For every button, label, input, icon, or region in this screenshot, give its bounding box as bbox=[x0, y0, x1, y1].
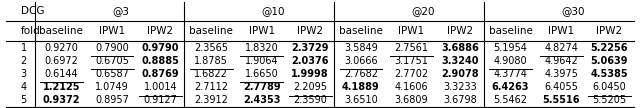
Text: 5.0639: 5.0639 bbox=[591, 56, 628, 66]
Text: 1.0014: 1.0014 bbox=[143, 82, 177, 92]
Text: 2.0376: 2.0376 bbox=[291, 56, 329, 66]
Text: 1.6650: 1.6650 bbox=[245, 69, 278, 79]
Text: 1.2125: 1.2125 bbox=[43, 82, 80, 92]
Text: DCG: DCG bbox=[20, 6, 44, 16]
Text: 3.6809: 3.6809 bbox=[395, 95, 428, 105]
Text: 4.9642: 4.9642 bbox=[545, 56, 578, 66]
Text: 1.9998: 1.9998 bbox=[291, 69, 329, 79]
Text: 2.7789: 2.7789 bbox=[243, 82, 280, 92]
Text: 5: 5 bbox=[20, 95, 27, 105]
Text: 4.9080: 4.9080 bbox=[493, 56, 527, 66]
Text: 5.5516: 5.5516 bbox=[543, 95, 580, 105]
Text: 2.2095: 2.2095 bbox=[293, 82, 327, 92]
Text: IPW1: IPW1 bbox=[99, 26, 125, 36]
Text: 5.2256: 5.2256 bbox=[591, 43, 628, 53]
Text: 4.1889: 4.1889 bbox=[342, 82, 380, 92]
Text: 4.3975: 4.3975 bbox=[544, 69, 578, 79]
Text: 2.9078: 2.9078 bbox=[441, 69, 479, 79]
Text: 0.6144: 0.6144 bbox=[45, 69, 78, 79]
Text: 2.7112: 2.7112 bbox=[194, 82, 228, 92]
Text: 3.5849: 3.5849 bbox=[344, 43, 378, 53]
Text: 3.0666: 3.0666 bbox=[344, 56, 378, 66]
Text: 3.1751: 3.1751 bbox=[395, 56, 428, 66]
Text: IPW1: IPW1 bbox=[548, 26, 574, 36]
Text: 3.6886: 3.6886 bbox=[441, 43, 479, 53]
Text: 4.3774: 4.3774 bbox=[493, 69, 527, 79]
Text: 3.3240: 3.3240 bbox=[441, 56, 479, 66]
Text: 0.9127: 0.9127 bbox=[143, 95, 177, 105]
Text: IPW1: IPW1 bbox=[399, 26, 424, 36]
Text: 1.8320: 1.8320 bbox=[245, 43, 278, 53]
Text: baseline: baseline bbox=[40, 26, 83, 36]
Text: baseline: baseline bbox=[189, 26, 233, 36]
Text: 4.8274: 4.8274 bbox=[544, 43, 578, 53]
Text: IPW2: IPW2 bbox=[147, 26, 173, 36]
Text: 3: 3 bbox=[20, 69, 27, 79]
Text: 1.8785: 1.8785 bbox=[194, 56, 228, 66]
Text: 2.3565: 2.3565 bbox=[194, 43, 228, 53]
Text: 2: 2 bbox=[20, 56, 27, 66]
Text: 2.3590: 2.3590 bbox=[293, 95, 327, 105]
Text: IPW2: IPW2 bbox=[447, 26, 473, 36]
Text: 0.6587: 0.6587 bbox=[95, 69, 129, 79]
Text: IPW2: IPW2 bbox=[297, 26, 323, 36]
Text: 2.3912: 2.3912 bbox=[194, 95, 228, 105]
Text: 3.6510: 3.6510 bbox=[344, 95, 378, 105]
Text: 6.4055: 6.4055 bbox=[544, 82, 578, 92]
Text: 4: 4 bbox=[20, 82, 27, 92]
Text: @20: @20 bbox=[412, 6, 435, 16]
Text: @3: @3 bbox=[112, 6, 129, 16]
Text: 5.5205: 5.5205 bbox=[593, 95, 627, 105]
Text: 3.3233: 3.3233 bbox=[443, 82, 477, 92]
Text: 0.8957: 0.8957 bbox=[95, 95, 129, 105]
Text: IPW1: IPW1 bbox=[249, 26, 275, 36]
Text: 0.6705: 0.6705 bbox=[95, 56, 129, 66]
Text: 2.3729: 2.3729 bbox=[291, 43, 329, 53]
Text: 0.9372: 0.9372 bbox=[43, 95, 80, 105]
Text: 5.5462: 5.5462 bbox=[493, 95, 527, 105]
Text: baseline: baseline bbox=[488, 26, 532, 36]
Text: 2.7702: 2.7702 bbox=[394, 69, 429, 79]
Text: 0.8769: 0.8769 bbox=[141, 69, 179, 79]
Text: 0.6972: 0.6972 bbox=[44, 56, 78, 66]
Text: 6.4263: 6.4263 bbox=[492, 82, 529, 92]
Text: 4.1606: 4.1606 bbox=[395, 82, 428, 92]
Text: 0.7900: 0.7900 bbox=[95, 43, 129, 53]
Text: fold: fold bbox=[20, 26, 40, 36]
Text: 5.1954: 5.1954 bbox=[493, 43, 527, 53]
Text: 1.6822: 1.6822 bbox=[194, 69, 228, 79]
Text: 1.0749: 1.0749 bbox=[95, 82, 129, 92]
Text: baseline: baseline bbox=[339, 26, 383, 36]
Text: 2.7682: 2.7682 bbox=[344, 69, 378, 79]
Text: 4.5385: 4.5385 bbox=[591, 69, 628, 79]
Text: 3.6798: 3.6798 bbox=[443, 95, 477, 105]
Text: @30: @30 bbox=[561, 6, 585, 16]
Text: 0.9270: 0.9270 bbox=[44, 43, 78, 53]
Text: 6.0450: 6.0450 bbox=[593, 82, 627, 92]
Text: 2.7561: 2.7561 bbox=[394, 43, 429, 53]
Text: @10: @10 bbox=[262, 6, 285, 16]
Text: IPW2: IPW2 bbox=[596, 26, 623, 36]
Text: 0.8885: 0.8885 bbox=[141, 56, 179, 66]
Text: 1: 1 bbox=[20, 43, 27, 53]
Text: 2.4353: 2.4353 bbox=[243, 95, 280, 105]
Text: 0.9790: 0.9790 bbox=[141, 43, 179, 53]
Text: 1.9064: 1.9064 bbox=[245, 56, 278, 66]
